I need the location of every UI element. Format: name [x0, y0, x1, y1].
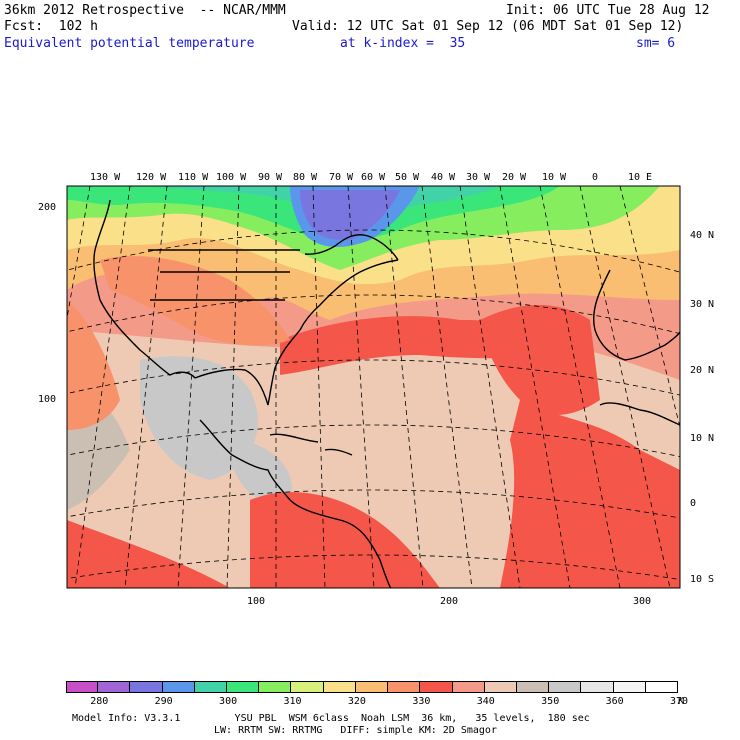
lon-label-50w: 50 W [395, 172, 420, 183]
lat-label-0: 0 [690, 498, 696, 509]
colorbar-cell [581, 681, 614, 693]
lat-label-10s: 10 S [690, 574, 714, 585]
level-label: at k-index = 35 [340, 36, 466, 51]
colorbar-cell [516, 681, 550, 693]
model-info: Model Info: V3.3.1 YSU PBL WSM 6class No… [72, 713, 590, 724]
lon-label-130w: 130 W [90, 172, 121, 183]
lat-label-20n: 20 N [690, 365, 714, 376]
lon-label-10w: 10 W [542, 172, 567, 183]
colorbar-label: 350 [541, 696, 560, 707]
colorbar-label: 370 [670, 696, 689, 707]
colorbar-cell [452, 681, 485, 693]
valid-time: Valid: 12 UTC Sat 01 Sep 12 (06 MDT Sat … [292, 19, 684, 34]
lon-label-120w: 120 W [136, 172, 167, 183]
lon-label-70w: 70 W [329, 172, 354, 183]
colorbar-label: 310 [283, 696, 302, 707]
coastlines [93, 199, 680, 588]
colorbar-cell [130, 681, 163, 693]
colorbar-cell [388, 681, 421, 693]
colorbar-cell [291, 681, 324, 693]
lon-label-60w: 60 W [361, 172, 386, 183]
colorbar-cell [194, 681, 228, 693]
physics-info: LW: RRTM SW: RRTMG DIFF: simple KM: 2D S… [214, 725, 497, 736]
colorbar-cell [162, 681, 195, 693]
lat-label-30n: 30 N [690, 299, 714, 310]
graticule [67, 186, 680, 588]
colorbar-label: 290 [154, 696, 173, 707]
smoothing-label: sm= 6 [636, 36, 676, 51]
forecast-hour: Fcst: 102 h [4, 19, 98, 34]
lon-label-100w: 100 W [216, 172, 247, 183]
colorbar-label: 280 [90, 696, 109, 707]
bottom-tick-300: 300 [633, 596, 651, 607]
colorbar-cell [484, 681, 517, 693]
colorbar-cell [549, 681, 582, 693]
colorbar-cell [613, 681, 646, 693]
left-tick-200: 200 [38, 202, 56, 213]
colorbar-label: 320 [347, 696, 366, 707]
model-title: 36km 2012 Retrospective -- NCAR/MMM [4, 3, 286, 18]
theta-e-field [67, 186, 680, 588]
lat-label-40n: 40 N [690, 230, 714, 241]
colorbar-label: 340 [476, 696, 495, 707]
lon-label-110w: 110 W [178, 172, 209, 183]
colorbar-cell [645, 681, 678, 693]
colorbar-cell [227, 681, 260, 693]
colorbar-label: 300 [219, 696, 238, 707]
init-time: Init: 06 UTC Tue 28 Aug 12 [506, 3, 710, 18]
colorbar-cell [259, 681, 292, 693]
lon-label-10e: 10 E [628, 172, 652, 183]
bottom-tick-200: 200 [440, 596, 458, 607]
colorbar-cell [323, 681, 356, 693]
map-frame [66, 185, 681, 589]
latitude-labels: 40 N 30 N 20 N 10 N 0 10 S [690, 230, 714, 585]
lon-label-20w: 20 W [502, 172, 527, 183]
lon-label-80w: 80 W [293, 172, 318, 183]
lon-label-90w: 90 W [258, 172, 283, 183]
lon-label-40w: 40 W [431, 172, 456, 183]
colorbar-label: 330 [412, 696, 431, 707]
colorbar-label: 360 [605, 696, 624, 707]
lon-label-30w: 30 W [466, 172, 491, 183]
left-tick-100: 100 [38, 394, 56, 405]
lat-label-10n: 10 N [690, 433, 714, 444]
longitude-labels: 130 W 120 W 110 W 100 W 90 W 80 W 70 W 6… [90, 172, 652, 183]
colorbar-cell [420, 681, 453, 693]
colorbar-cell [98, 681, 131, 693]
colorbar-unit: K [678, 696, 685, 707]
colorbar-cell [66, 681, 99, 693]
field-name: Equivalent potential temperature [4, 36, 255, 51]
lon-label-0: 0 [592, 172, 598, 183]
grid-ticks: 200 100 100 200 300 [38, 202, 651, 607]
bottom-tick-100: 100 [247, 596, 265, 607]
colorbar-cell [355, 681, 389, 693]
